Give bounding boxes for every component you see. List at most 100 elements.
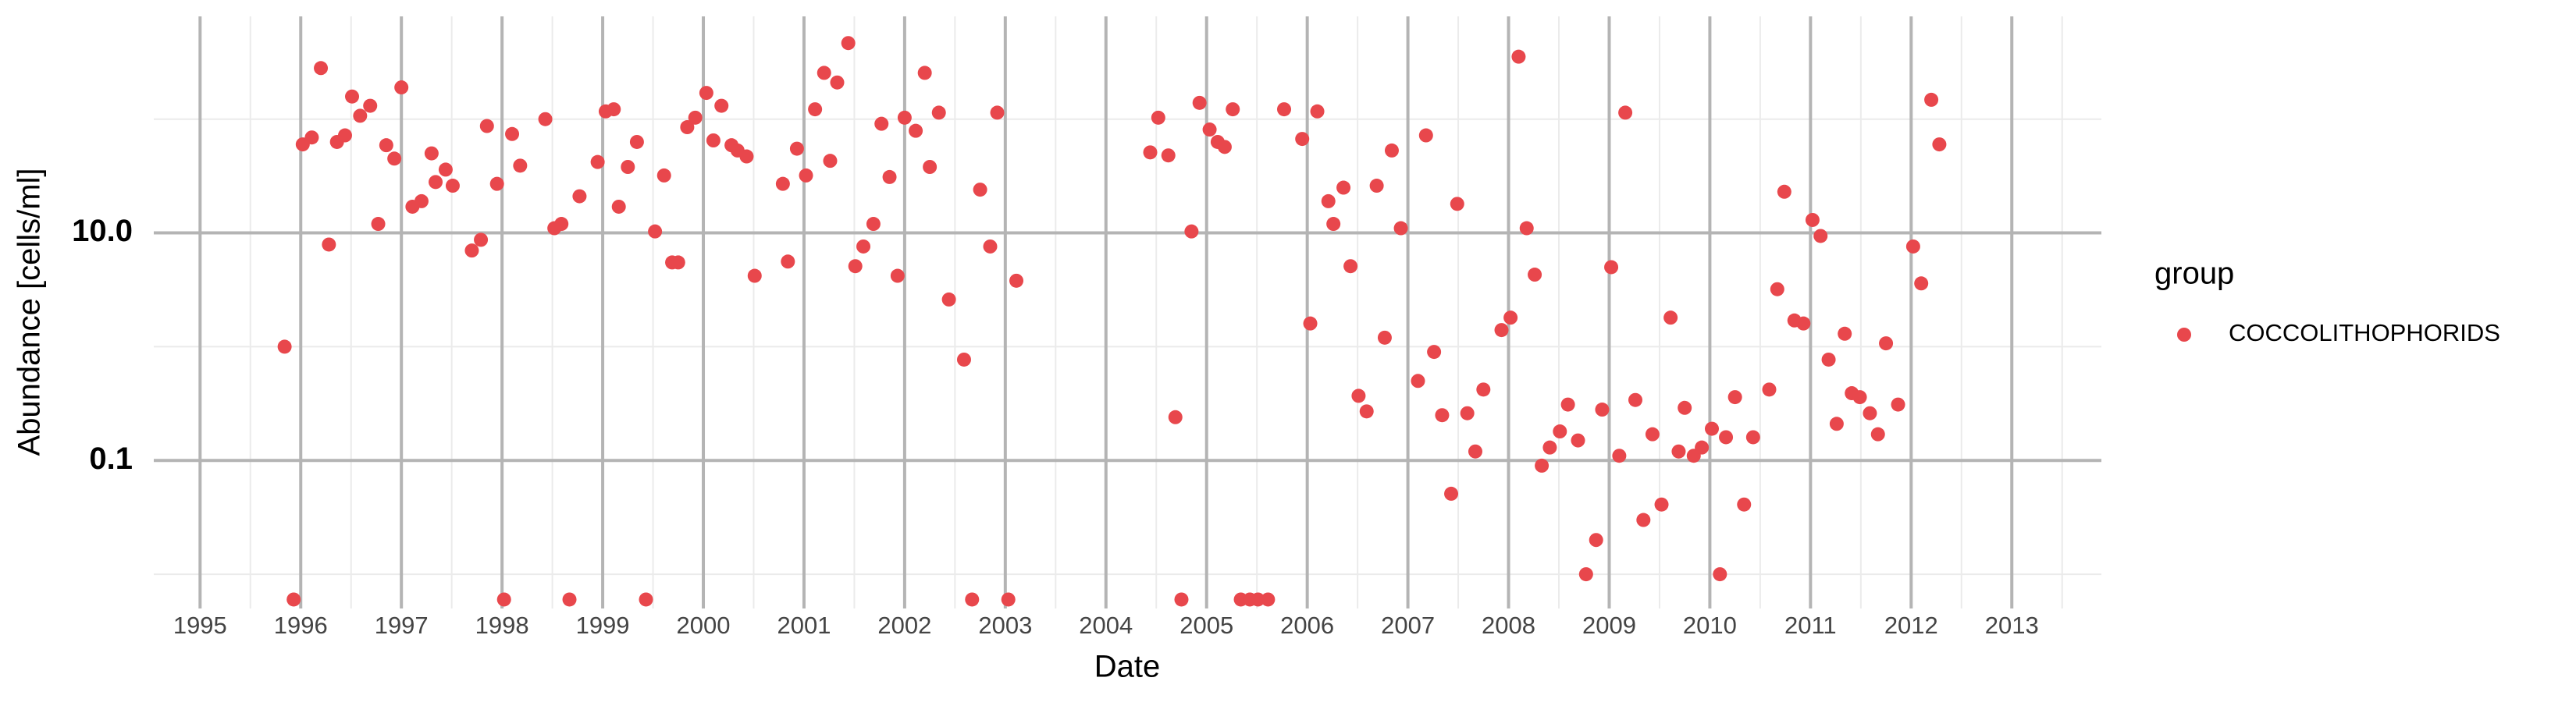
point: [1705, 421, 1719, 436]
point: [1737, 497, 1752, 512]
point: [1359, 404, 1374, 419]
point: [882, 169, 897, 184]
point: [1326, 217, 1341, 232]
point: [1553, 424, 1567, 439]
point: [371, 217, 386, 232]
point: [897, 110, 912, 125]
point: [538, 112, 553, 126]
point: [1589, 533, 1603, 548]
point: [671, 255, 685, 270]
point: [1645, 427, 1660, 442]
y-axis-title: Abundance [cells/ml]: [12, 168, 47, 456]
point: [1468, 444, 1482, 459]
point: [424, 146, 439, 161]
point: [680, 120, 695, 135]
point: [817, 66, 831, 80]
point: [1891, 397, 1905, 412]
point: [1663, 310, 1678, 325]
x-tick-label: 1996: [274, 612, 328, 639]
point: [562, 592, 577, 607]
point: [1151, 110, 1165, 125]
point: [1578, 567, 1593, 582]
point: [1770, 282, 1784, 296]
x-tick-label: 2012: [1884, 612, 1938, 639]
x-tick-label: 2001: [777, 612, 831, 639]
point: [1560, 397, 1575, 412]
point: [1612, 449, 1627, 463]
point: [1654, 497, 1669, 512]
point: [629, 134, 644, 149]
point: [1277, 102, 1292, 117]
x-tick-label: 2013: [1985, 612, 2039, 639]
point: [688, 110, 703, 125]
point: [965, 592, 980, 607]
x-tick-label: 2000: [677, 612, 731, 639]
x-tick-label: 2008: [1482, 612, 1535, 639]
point: [1914, 276, 1929, 291]
point: [856, 239, 871, 254]
point: [1695, 440, 1710, 455]
point: [277, 339, 292, 354]
x-tick-label: 1997: [375, 612, 429, 639]
point: [923, 159, 938, 174]
point: [956, 352, 971, 367]
point: [1384, 143, 1399, 158]
point: [1813, 229, 1828, 243]
point: [1727, 390, 1742, 405]
point: [1879, 336, 1894, 351]
point: [505, 126, 520, 141]
point: [1671, 444, 1686, 459]
point: [830, 75, 845, 90]
point: [1719, 430, 1734, 445]
point: [848, 259, 863, 274]
point: [1796, 316, 1811, 331]
legend-marker: [2177, 328, 2191, 342]
x-tick-label: 2009: [1582, 612, 1636, 639]
point: [1184, 224, 1199, 239]
point: [1336, 180, 1351, 195]
point: [1411, 374, 1425, 388]
x-tick-label: 2007: [1381, 612, 1435, 639]
point: [1932, 137, 1947, 152]
point: [1678, 400, 1692, 415]
point: [1261, 592, 1276, 607]
point: [1450, 197, 1464, 211]
point: [941, 292, 956, 307]
point: [909, 123, 923, 138]
point: [1303, 316, 1318, 331]
point: [572, 189, 587, 204]
point: [363, 98, 378, 113]
point: [314, 61, 329, 76]
point: [639, 592, 653, 607]
point: [973, 183, 987, 197]
point: [1905, 239, 1920, 254]
point: [1351, 388, 1366, 403]
point: [648, 224, 663, 239]
point: [789, 141, 804, 156]
point: [1001, 592, 1016, 607]
point: [1217, 140, 1232, 154]
point: [1168, 410, 1183, 424]
point: [304, 130, 319, 145]
point: [1604, 260, 1619, 275]
x-axis-title: Date: [1094, 650, 1161, 684]
legend-label: COCCOLITHOPHORIDS: [2229, 319, 2500, 346]
point: [1618, 105, 1633, 120]
point: [823, 154, 838, 169]
x-tick-label: 1999: [576, 612, 630, 639]
x-tick-label: 2006: [1280, 612, 1334, 639]
point: [1310, 104, 1325, 119]
point: [699, 86, 713, 101]
point: [1251, 592, 1265, 607]
point: [1460, 406, 1475, 420]
x-tick-label: 1998: [475, 612, 529, 639]
grid: [154, 16, 2101, 608]
point: [781, 254, 795, 269]
point: [489, 176, 504, 191]
point: [1494, 323, 1509, 338]
point: [1226, 102, 1240, 117]
point: [1476, 382, 1491, 397]
point: [479, 119, 494, 133]
point: [286, 592, 301, 607]
